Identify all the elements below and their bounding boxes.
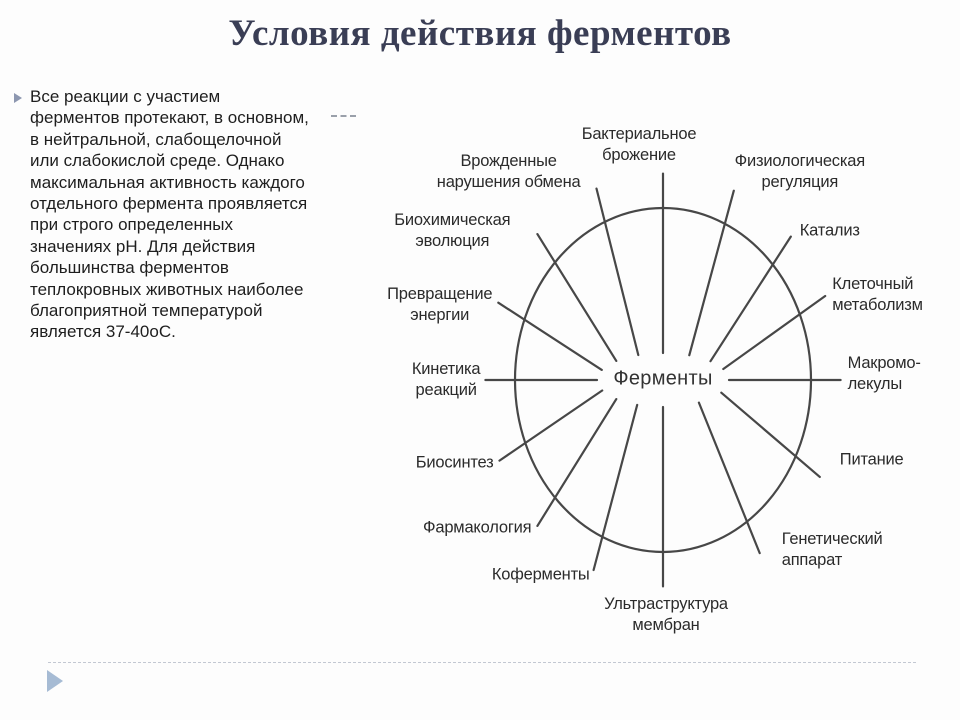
slide-body-text: Все реакции с участием ферментов протека…: [30, 87, 309, 342]
next-slide-arrow-icon[interactable]: [47, 670, 63, 692]
diagram-label-catalysis: Катализ: [799, 221, 860, 240]
diagram-label-reaction-kinetics: Кинетика реакций: [411, 360, 481, 399]
diagram-label-cell-metabolism: Клеточный метаболизм: [832, 275, 923, 315]
spoke-line-genetic-apparatus: [697, 401, 761, 555]
diagram-label-bacterial-fermentation: Бактериальное брожение: [581, 124, 697, 164]
bullet-triangle-icon: [14, 93, 22, 103]
diagram-label-pharmacology: Фармакология: [423, 518, 532, 537]
footer-divider: [48, 662, 916, 663]
slide-title: Условия действия ферментов: [228, 13, 732, 54]
spoke-line-catalysis: [709, 235, 792, 363]
spoke-line-pharmacology: [536, 398, 618, 528]
diagram-label-genetic-apparatus: Генетический аппарат: [781, 530, 883, 570]
diagram-label-energy-transformation: Превращение энергии: [387, 284, 493, 324]
diagram-label-coenzymes: Коферменты: [491, 565, 590, 584]
spoke-line-energy-transformation: [497, 301, 603, 371]
spoke-line-nutrition: [720, 391, 821, 478]
spoke-line-inborn-metabolic-disorders: [595, 187, 640, 357]
diagram-label-biosynthesis: Биосинтез: [415, 453, 494, 472]
diagram-label-biochemical-evolution: Биохимическая эволюция: [394, 211, 511, 251]
diagram-label-inborn-metabolic-disorders: Врожденные нарушения обмена: [436, 151, 581, 191]
diagram-label-physiological-regulation: Физиологическая регуляция: [734, 151, 866, 191]
spoke-line-physiological-regulation: [688, 189, 735, 357]
placeholder-dash-artifact: [331, 115, 356, 117]
spoke-line-cell-metabolism: [722, 294, 827, 371]
diagram-center-label: Ферменты: [613, 367, 713, 390]
spoke-line-coenzymes: [592, 403, 639, 572]
spoke-line-biochemical-evolution: [536, 233, 618, 362]
diagram-label-membrane-ultrastructure: Ультраструктура мембран: [604, 595, 728, 635]
spoke-line-biosynthesis: [498, 389, 604, 462]
diagram-label-macromolecules: Макромо- лекулы: [847, 354, 921, 393]
diagram-label-nutrition: Питание: [839, 450, 904, 469]
